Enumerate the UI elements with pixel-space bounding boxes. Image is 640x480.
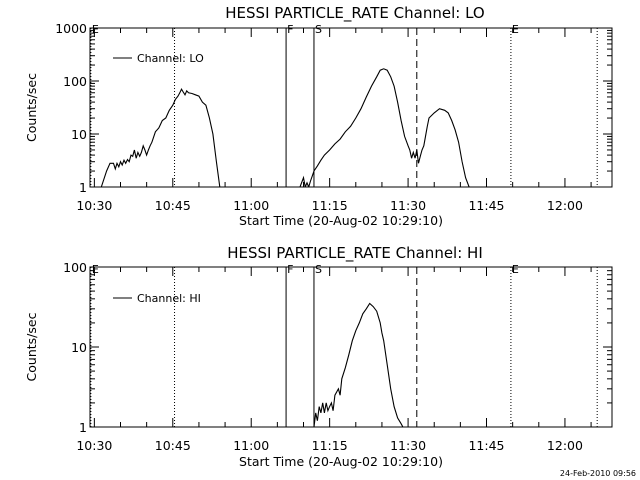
- legend-label: Channel: HI: [137, 292, 201, 305]
- series-line-hi: [313, 302, 404, 427]
- x-tick-label: 11:00: [233, 198, 269, 213]
- x-tick-label: 11:00: [233, 438, 269, 453]
- chart-title-lo: HESSI PARTICLE_RATE Channel: LO: [225, 4, 484, 23]
- event-marker-label: F: [287, 263, 293, 276]
- event-marker-label: E: [512, 23, 519, 36]
- x-tick-label: 11:30: [390, 198, 426, 213]
- chart-title-hi: HESSI PARTICLE_RATE Channel: HI: [227, 244, 483, 263]
- chart-panel-hi: HESSI PARTICLE_RATE Channel: HI 1 10 100 10…: [24, 244, 613, 469]
- x-axis-label-hi: Start Time (20-Aug-02 10:29:10): [239, 454, 443, 469]
- legend-label: Channel: LO: [137, 52, 204, 65]
- x-tick-label: 10:45: [155, 198, 191, 213]
- event-marker-label: S: [315, 263, 322, 276]
- x-tick-label: 10:30: [76, 198, 112, 213]
- y-tick-label: 1: [79, 180, 87, 195]
- event-marker-label: E: [92, 263, 99, 276]
- y-tick-label: 1000: [55, 21, 87, 36]
- event-marker-label: S: [315, 23, 322, 36]
- x-tick-label: 10:30: [76, 438, 112, 453]
- y-tick-label: 1: [79, 420, 87, 435]
- x-tick-label: 10:45: [155, 438, 191, 453]
- x-tick-label: 11:15: [312, 438, 348, 453]
- y-axis-label-lo: Counts/sec: [24, 73, 39, 142]
- y-tick-label: 100: [63, 74, 87, 89]
- x-tick-label: 11:45: [468, 198, 504, 213]
- x-tick-label: 11:15: [312, 198, 348, 213]
- event-marker-label: E: [512, 263, 519, 276]
- y-tick-label: 10: [71, 340, 87, 355]
- x-tick-label: 11:45: [468, 438, 504, 453]
- series-line-lo: [299, 68, 470, 187]
- event-marker-label: E: [92, 23, 99, 36]
- plot-frame-lo: [89, 27, 613, 188]
- x-tick-label: 12:00: [547, 438, 583, 453]
- series-line-lo: [100, 88, 221, 187]
- x-tick-label: 11:30: [390, 438, 426, 453]
- event-marker-label: F: [287, 23, 293, 36]
- x-axis-label-lo: Start Time (20-Aug-02 10:29:10): [239, 213, 443, 228]
- y-tick-label: 100: [63, 260, 87, 275]
- timestamp-footer: 24-Feb-2010 09:56: [560, 469, 636, 478]
- chart-panel-lo: HESSI PARTICLE_RATE Channel: LO 1 10 100 10…: [24, 4, 613, 228]
- y-tick-label: 10: [71, 127, 87, 142]
- y-axis-label-hi: Counts/sec: [24, 312, 39, 381]
- x-tick-label: 12:00: [547, 198, 583, 213]
